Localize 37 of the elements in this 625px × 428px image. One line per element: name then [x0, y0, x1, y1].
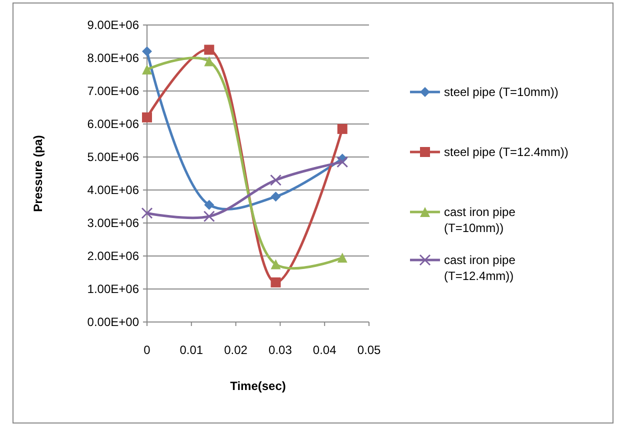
- legend-label: steel pipe (T=12.4mm)): [444, 145, 568, 160]
- point: [142, 112, 152, 122]
- x-axis-title: Time(sec): [230, 379, 286, 393]
- y-tick-label: 9.00E+06: [87, 18, 140, 32]
- point: [270, 192, 281, 202]
- point: [141, 207, 153, 219]
- x-tick-label: 0.01: [180, 343, 204, 357]
- point: [142, 46, 152, 56]
- x-tick-label: 0.02: [224, 343, 248, 357]
- y-axis-title: Pressure (pa): [31, 135, 45, 212]
- y-tick-label: 8.00E+06: [87, 51, 140, 66]
- x-tick-label: 0.03: [268, 343, 292, 357]
- point: [204, 56, 214, 66]
- point: [204, 200, 214, 210]
- point: [204, 44, 214, 55]
- legend-label: cast iron pipe (T=10mm)): [444, 205, 516, 235]
- legend-label: cast iron pipe (T=12.4mm)): [444, 253, 516, 283]
- point: [336, 156, 348, 168]
- point: [270, 259, 281, 270]
- y-tick-label: 2.00E+06: [87, 249, 140, 264]
- y-tick-label: 3.00E+06: [87, 216, 140, 230]
- y-tick-label: 0.00E+00: [87, 315, 140, 330]
- y-tick-label: 4.00E+06: [87, 183, 140, 198]
- x-tick-label: 0: [144, 343, 151, 357]
- x-tick-label: 0.04: [312, 343, 337, 357]
- point: [142, 64, 152, 75]
- y-tick-label: 7.00E+06: [87, 84, 140, 98]
- point: [270, 174, 282, 186]
- y-tick-label: 5.00E+06: [87, 150, 140, 164]
- point: [203, 210, 215, 222]
- x-tick-label: 0.05: [357, 343, 381, 357]
- point: [337, 124, 348, 134]
- point: [337, 252, 348, 263]
- y-tick-label: 1.00E+06: [87, 282, 140, 296]
- point: [270, 277, 281, 288]
- legend-label: steel pipe (T=10mm)): [444, 85, 558, 100]
- y-tick-label: 6.00E+06: [87, 117, 140, 132]
